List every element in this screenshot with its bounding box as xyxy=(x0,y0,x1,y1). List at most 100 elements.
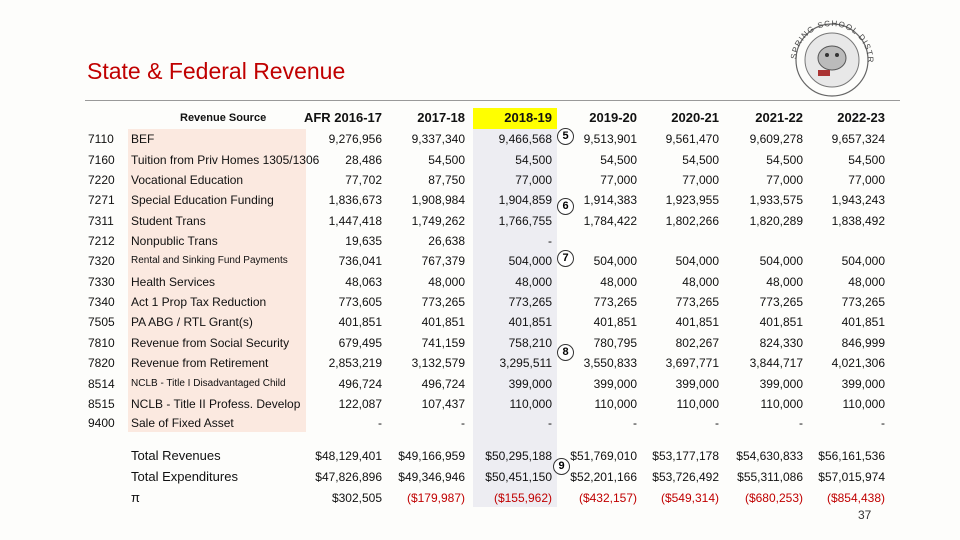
value-cell: 780,795 xyxy=(593,336,637,350)
value-cell: 48,000 xyxy=(600,275,637,289)
total-cell: $52,201,166 xyxy=(570,470,637,484)
value-cell: - xyxy=(378,416,382,430)
value-cell: 401,851 xyxy=(841,315,885,329)
marker: 8 xyxy=(557,344,574,361)
total-label: Total Revenues xyxy=(131,448,221,463)
total-cell: $302,505 xyxy=(331,491,382,505)
marker: 5 xyxy=(557,128,574,145)
marker: 6 xyxy=(557,198,574,215)
row-source: BEF xyxy=(131,132,155,146)
total-cell: $49,346,946 xyxy=(398,470,465,484)
value-cell: 399,000 xyxy=(675,377,719,391)
value-cell: 736,041 xyxy=(338,254,382,268)
value-cell: 679,495 xyxy=(338,336,382,350)
source-shade xyxy=(128,129,306,432)
header-cell: 2022-23 xyxy=(837,110,885,125)
value-cell: 846,999 xyxy=(841,336,885,350)
total-cell: ($179,987) xyxy=(406,491,465,505)
row-source: NCLB - Title II Profess. Develop xyxy=(131,397,301,411)
row-source: Revenue from Social Security xyxy=(131,336,290,350)
value-cell: 77,000 xyxy=(600,173,637,187)
total-cell: ($549,314) xyxy=(660,491,719,505)
header-cell: 2021-22 xyxy=(755,110,803,125)
row-code: 8515 xyxy=(88,397,115,411)
column-shade xyxy=(473,129,557,507)
value-cell: 48,000 xyxy=(515,275,552,289)
value-cell: 401,851 xyxy=(508,315,552,329)
value-cell: 3,844,717 xyxy=(749,356,803,370)
row-source: NCLB - Title I Disadvantaged Child xyxy=(131,378,286,389)
value-cell: 401,851 xyxy=(421,315,465,329)
total-cell: ($680,253) xyxy=(744,491,803,505)
value-cell: 4,021,306 xyxy=(831,356,885,370)
row-source: Special Education Funding xyxy=(131,193,274,207)
value-cell: 9,513,901 xyxy=(583,132,637,146)
value-cell: 110,000 xyxy=(676,397,720,411)
value-cell: 9,276,956 xyxy=(328,132,382,146)
total-cell: $53,177,178 xyxy=(652,449,719,463)
value-cell: 401,851 xyxy=(675,315,719,329)
value-cell: 773,265 xyxy=(841,295,885,309)
page-number: 37 xyxy=(858,508,872,522)
value-cell: 758,210 xyxy=(508,336,552,350)
value-cell: 399,000 xyxy=(508,377,552,391)
value-cell: 1,914,383 xyxy=(583,193,637,207)
value-cell: 773,265 xyxy=(759,295,803,309)
row-code: 7212 xyxy=(88,234,115,248)
row-code: 7505 xyxy=(88,315,115,329)
value-cell: 110,000 xyxy=(760,397,804,411)
value-cell: 399,000 xyxy=(593,377,637,391)
value-cell: 1,802,266 xyxy=(665,214,719,228)
row-code: 7220 xyxy=(88,173,115,187)
value-cell: 399,000 xyxy=(841,377,885,391)
row-code: 8514 xyxy=(88,377,115,391)
value-cell: 3,132,579 xyxy=(411,356,465,370)
value-cell: 48,000 xyxy=(682,275,719,289)
header-cell: Revenue Source xyxy=(180,112,267,124)
value-cell: - xyxy=(633,416,637,430)
value-cell: 48,000 xyxy=(766,275,803,289)
value-cell: 48,000 xyxy=(848,275,885,289)
value-cell: - xyxy=(548,234,552,248)
value-cell: 401,851 xyxy=(593,315,637,329)
row-code: 7340 xyxy=(88,295,115,309)
total-cell: $50,451,150 xyxy=(485,470,552,484)
value-cell: 110,000 xyxy=(594,397,638,411)
row-code: 9400 xyxy=(88,416,115,430)
value-cell: 9,561,470 xyxy=(665,132,719,146)
value-cell: 87,750 xyxy=(428,173,465,187)
total-cell: $54,630,833 xyxy=(736,449,803,463)
value-cell: 54,500 xyxy=(600,153,637,167)
total-cell: $56,161,536 xyxy=(818,449,885,463)
value-cell: 401,851 xyxy=(759,315,803,329)
value-cell: 77,000 xyxy=(682,173,719,187)
header-cell: 2017-18 xyxy=(417,110,465,125)
value-cell: 504,000 xyxy=(675,254,719,268)
value-cell: 1,904,859 xyxy=(498,193,552,207)
value-cell: 110,000 xyxy=(842,397,886,411)
row-source: PA ABG / RTL Grant(s) xyxy=(131,315,253,329)
value-cell: 9,657,324 xyxy=(831,132,885,146)
total-cell: $51,769,010 xyxy=(570,449,637,463)
value-cell: 824,330 xyxy=(759,336,803,350)
value-cell: 504,000 xyxy=(841,254,885,268)
value-cell: 504,000 xyxy=(759,254,803,268)
value-cell: 1,943,243 xyxy=(831,193,885,207)
total-label: Total Expenditures xyxy=(131,469,238,484)
value-cell: 401,851 xyxy=(338,315,382,329)
value-cell: 1,784,422 xyxy=(583,214,637,228)
value-cell: 3,295,511 xyxy=(499,356,553,370)
value-cell: 122,087 xyxy=(338,397,382,411)
value-cell: 110,000 xyxy=(509,397,553,411)
value-cell: 1,820,289 xyxy=(749,214,803,228)
value-cell: 3,550,833 xyxy=(583,356,637,370)
row-source: Tuition from Priv Homes 1305/1306 xyxy=(131,153,320,167)
value-cell: 1,447,418 xyxy=(328,214,382,228)
row-code: 7160 xyxy=(88,153,115,167)
value-cell: 3,697,771 xyxy=(665,356,719,370)
row-source: Sale of Fixed Asset xyxy=(131,416,234,430)
value-cell: 9,609,278 xyxy=(749,132,803,146)
value-cell: 496,724 xyxy=(338,377,382,391)
row-code: 7820 xyxy=(88,356,115,370)
row-code: 7330 xyxy=(88,275,115,289)
